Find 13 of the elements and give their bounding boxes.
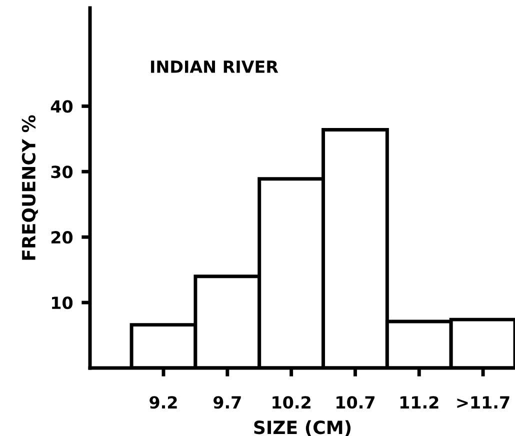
y-tick-label: 30 <box>51 166 73 178</box>
x-tick-label: 11.2 <box>400 396 438 408</box>
y-tick-label: 40 <box>50 100 73 113</box>
x-tick-label: 10.7 <box>336 396 374 409</box>
x-tick-label: 9.2 <box>150 396 177 409</box>
y-tick-label: 10 <box>52 296 73 310</box>
x-tick-label: 9.7 <box>214 396 241 409</box>
x-tick-label: >11.7 <box>457 396 510 408</box>
y-axis-title: FREQUENCY % <box>22 115 38 260</box>
x-axis-title: SIZE (CM) <box>254 420 351 436</box>
text: INDIAN RIVER <box>151 60 278 73</box>
x-tick-label: 10.2 <box>272 396 310 409</box>
y-tick-label: 20 <box>51 231 73 244</box>
